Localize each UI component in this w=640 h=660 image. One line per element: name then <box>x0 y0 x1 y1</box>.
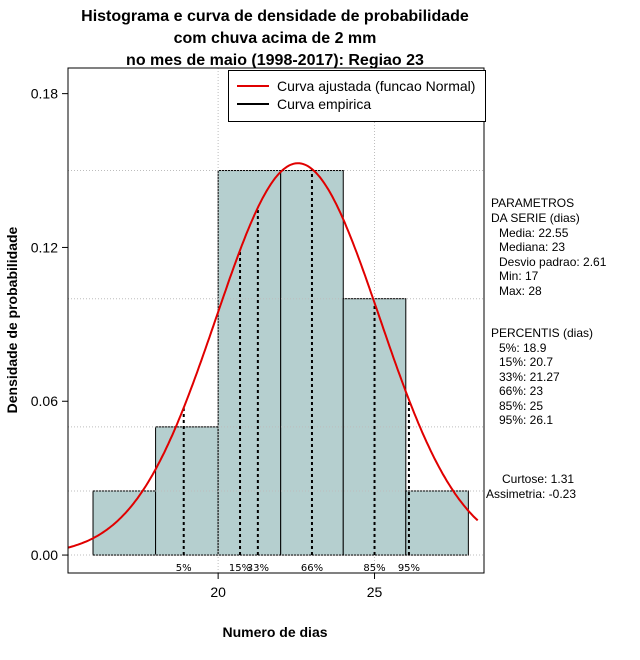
x-tick-label: 20 <box>210 584 226 600</box>
legend-item-fitted: Curva ajustada (funcao Normal) <box>229 77 485 95</box>
parameter-median: Mediana: 23 <box>499 240 566 254</box>
x-axis-label: Numero de dias <box>222 624 328 640</box>
y-tick-label: 0.12 <box>31 239 58 255</box>
skewness-stat: Assimetria: -0.23 <box>486 487 577 501</box>
percentile-label: 5% <box>176 563 192 574</box>
chart-title-line-3: no mes de maio (1998-2017): Regiao 23 <box>126 52 424 69</box>
legend: Curva ajustada (funcao Normal) Curva emp… <box>228 70 486 122</box>
legend-swatch-fitted <box>237 85 269 87</box>
percentile-label: 66% <box>301 563 323 574</box>
percentile-95: 95%: 26.1 <box>499 413 554 427</box>
parameters-title-2: DA SERIE (dias) <box>491 211 580 225</box>
legend-label-fitted: Curva ajustada (funcao Normal) <box>277 78 476 94</box>
percentile-label: 15% <box>229 563 251 574</box>
percentile-33: 33%: 21.27 <box>499 370 560 384</box>
percentile-85: 85%: 25 <box>499 399 544 413</box>
y-tick-label: 0.06 <box>31 393 58 409</box>
y-tick-label: 0.18 <box>31 86 58 102</box>
chart-title-line-1: Histograma e curva de densidade de proba… <box>81 8 469 25</box>
parameter-mean: Media: 22.55 <box>499 226 569 240</box>
fitted-normal-curve <box>67 162 479 549</box>
percentile-5: 5%: 18.9 <box>499 341 547 355</box>
legend-swatch-empirical <box>237 103 269 105</box>
percentile-66: 66%: 23 <box>499 384 544 398</box>
y-tick-label: 0.00 <box>31 547 58 563</box>
parameter-max: Max: 28 <box>499 284 542 298</box>
percentile-15: 15%: 20.7 <box>499 355 554 369</box>
parameters-title-1: PARAMETROS <box>491 196 575 210</box>
kurtosis-stat: Curtose: 1.31 <box>502 472 575 486</box>
legend-item-empirical: Curva empirica <box>229 95 485 113</box>
plot-frame <box>67 67 485 574</box>
x-tick-label: 25 <box>367 584 383 600</box>
histogram-bar <box>92 490 157 556</box>
y-axis-label: Densidade de probabilidade <box>4 226 20 414</box>
legend-label-empirical: Curva empirica <box>277 96 372 112</box>
parameter-sd: Desvio padrao: 2.61 <box>499 255 607 269</box>
percentile-label: 85% <box>363 563 385 574</box>
percentiles-title: PERCENTIS (dias) <box>491 326 594 340</box>
parameter-min: Min: 17 <box>499 269 539 283</box>
chart-title-line-2: com chuva acima de 2 mm <box>173 30 377 47</box>
percentile-label: 33% <box>247 563 269 574</box>
histogram-bar <box>405 490 469 556</box>
histogram-bar <box>217 170 282 556</box>
percentile-label: 95% <box>398 563 420 574</box>
